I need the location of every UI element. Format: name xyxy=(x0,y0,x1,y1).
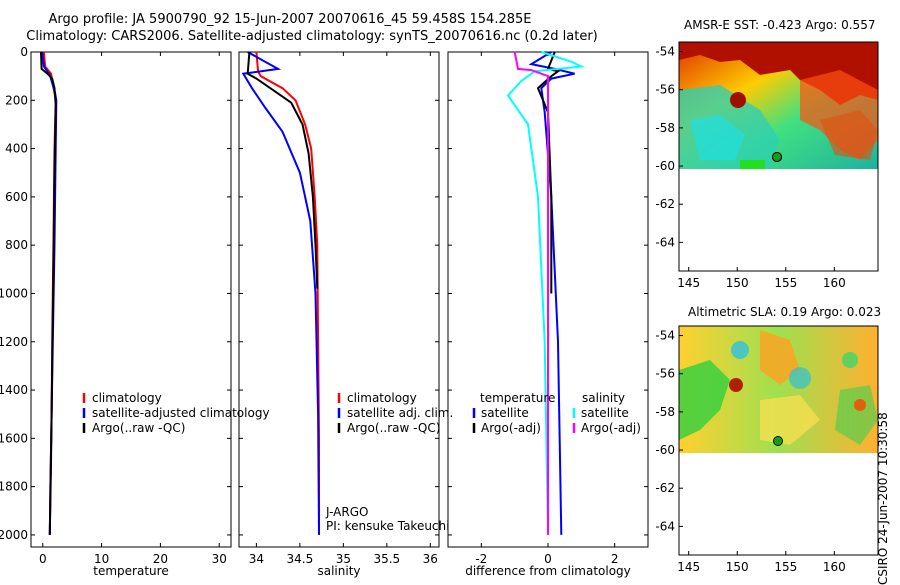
salinity-series-blue xyxy=(241,51,320,535)
depth-tick-label: 600 xyxy=(5,190,28,204)
temperature-xtick-label: 20 xyxy=(153,552,168,566)
depth-tick-label: 1000 xyxy=(0,286,28,300)
difference-xlabel: difference from climatology xyxy=(465,564,631,578)
sla-map-frame xyxy=(678,325,879,556)
sst-heatmap xyxy=(679,42,878,169)
temperature-xtick-label: 10 xyxy=(94,552,109,566)
depth-tick-label: 0 xyxy=(20,45,28,59)
sst_map-ytick-label: -60 xyxy=(655,159,675,173)
salinity-xtick-label: 34.5 xyxy=(287,552,314,566)
sst_map-ytick-label: -58 xyxy=(655,121,675,135)
difference-series-magenta xyxy=(513,51,549,535)
sla_map-ytick-label: -64 xyxy=(655,519,675,533)
salinity-xtick-label: 35.5 xyxy=(373,552,400,566)
difference-series-blue xyxy=(528,51,575,535)
temperature-axes-frame xyxy=(30,51,232,548)
salinity-series-red xyxy=(255,51,320,535)
salinity-legend-label: climatology xyxy=(347,391,417,405)
difference-legend-header-salinity: salinity xyxy=(582,391,625,405)
depth-tick-label: 1800 xyxy=(0,480,28,494)
temperature-series-black xyxy=(40,51,57,535)
salinity-legend-label: Argo(..raw -QC) xyxy=(347,421,440,435)
salinity-xtick-label: 36 xyxy=(423,552,438,566)
pi-annotation: PI: kensuke Takeuchi xyxy=(326,519,449,533)
sla_map-ytick-label: -54 xyxy=(655,329,675,343)
difference-legend-header-temperature: temperature xyxy=(480,391,555,405)
sla_map-xtick-label: 155 xyxy=(774,560,797,574)
sla_map-xtick-label: 145 xyxy=(677,560,700,574)
chart-title-line2: Climatology: CARS2006. Satellite-adjuste… xyxy=(26,29,598,44)
sst-map-title: AMSR-E SST: -0.423 Argo: 0.557 xyxy=(684,18,876,32)
temperature-legend-label: satellite-adjusted climatology xyxy=(92,406,270,420)
sla-float-marker xyxy=(774,437,782,445)
sst_map-ytick-label: -54 xyxy=(655,45,675,59)
sla_map-xtick-label: 150 xyxy=(726,560,749,574)
salinity-legend-label: satellite adj. clim. xyxy=(347,406,453,420)
salinity-xlabel: salinity xyxy=(317,564,360,578)
sla-heatmap xyxy=(679,326,878,453)
sla-map-title: Altimetric SLA: 0.19 Argo: 0.023 xyxy=(688,305,882,319)
sst_map-xtick-label: 145 xyxy=(677,276,700,290)
difference-xtick-label: -2 xyxy=(475,552,487,566)
sst_map-ytick-label: -62 xyxy=(655,197,675,211)
sst_map-xtick-label: 160 xyxy=(823,276,846,290)
salinity-xtick-label: 34 xyxy=(249,552,264,566)
salinity-axes-frame xyxy=(238,51,440,548)
temperature-legend-label: climatology xyxy=(92,391,162,405)
sst_map-ytick-label: -56 xyxy=(655,83,675,97)
temperature-xlabel: temperature xyxy=(93,564,168,578)
sst_map-xtick-label: 155 xyxy=(774,276,797,290)
credit-stamp: CSIRO 24-Jun-2007 10:30:58 xyxy=(876,412,890,585)
salinity-xtick-label: 35 xyxy=(336,552,351,566)
depth-tick-label: 1600 xyxy=(0,431,28,445)
sst-map-frame xyxy=(678,41,879,272)
difference-xtick-label: 0 xyxy=(544,552,552,566)
depth-tick-label: 400 xyxy=(5,142,28,156)
depth-tick-label: 2000 xyxy=(0,528,28,542)
sst_map-ytick-label: -64 xyxy=(655,235,675,249)
sla_map-ytick-label: -56 xyxy=(655,367,675,381)
chart-title-line1: Argo profile: JA 5900790_92 15-Jun-2007 … xyxy=(48,12,532,27)
difference-legend-label: Argo(-adj) xyxy=(581,421,641,435)
depth-tick-label: 1200 xyxy=(0,335,28,349)
temperature-xtick-label: 30 xyxy=(212,552,227,566)
sla_map-xtick-label: 160 xyxy=(823,560,846,574)
salinity-series-black xyxy=(246,51,319,289)
depth-tick-label: 1400 xyxy=(0,383,28,397)
difference-legend-label: Argo(-adj) xyxy=(481,421,541,435)
depth-tick-label: 200 xyxy=(5,93,28,107)
temperature-xtick-label: 0 xyxy=(39,552,47,566)
jargo-annotation: J-ARGO xyxy=(325,505,368,519)
sla_map-ytick-label: -60 xyxy=(655,443,675,457)
sst_map-xtick-label: 150 xyxy=(726,276,749,290)
difference-series-cyan xyxy=(506,51,585,535)
difference-legend-label: satellite xyxy=(581,406,629,420)
sla_map-ytick-label: -62 xyxy=(655,481,675,495)
depth-tick-label: 800 xyxy=(5,238,28,252)
difference-legend-label: satellite xyxy=(481,406,529,420)
temperature-legend-label: Argo(..raw -QC) xyxy=(92,421,185,435)
sla_map-ytick-label: -58 xyxy=(655,405,675,419)
difference-xtick-label: 2 xyxy=(611,552,619,566)
sst-float-marker-fill xyxy=(773,153,781,161)
